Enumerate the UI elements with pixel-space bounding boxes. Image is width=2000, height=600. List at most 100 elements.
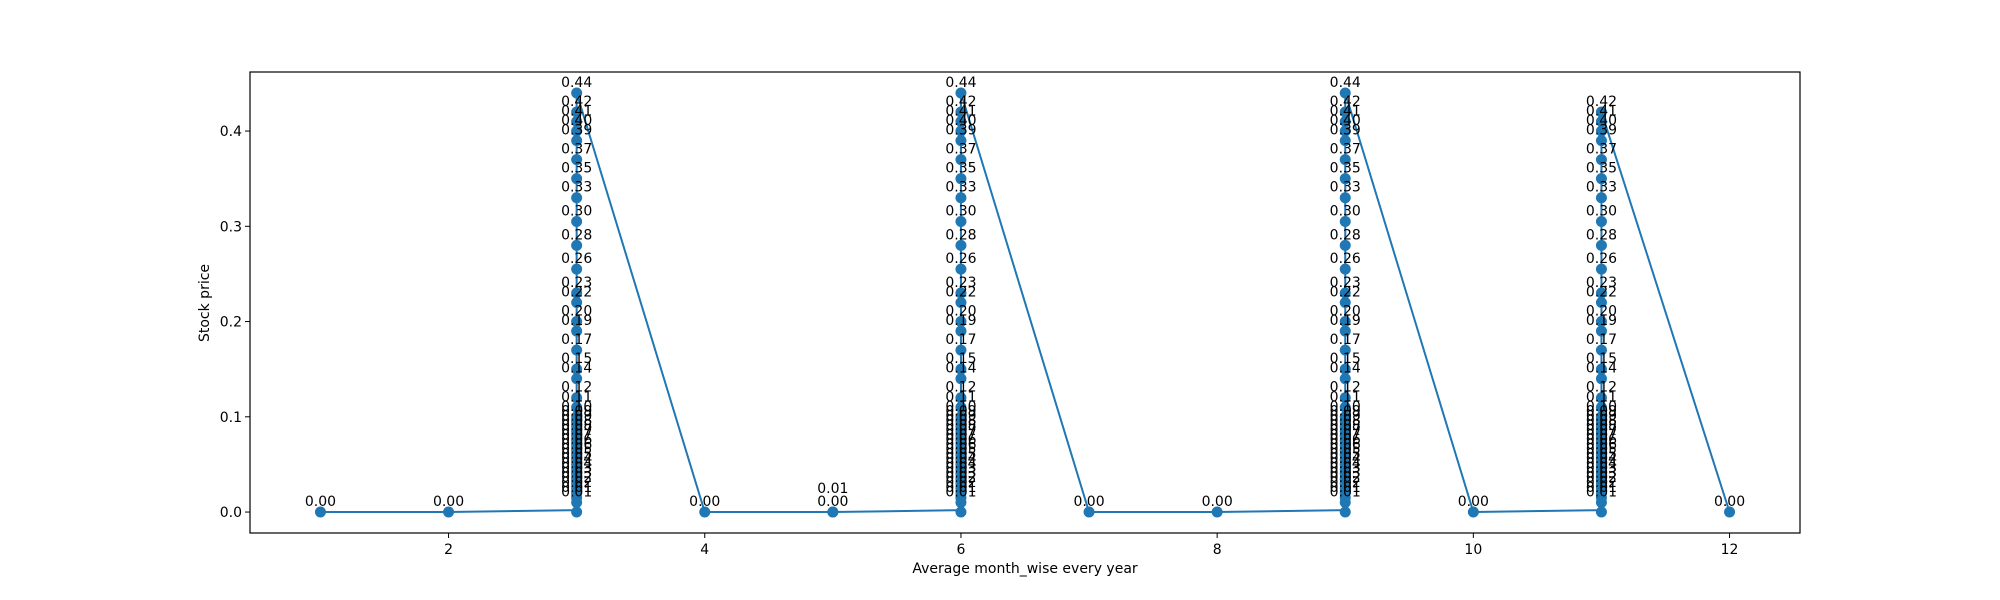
data-label: 0.02 xyxy=(1330,475,1361,491)
data-label: 0.11 xyxy=(1586,389,1617,405)
data-point xyxy=(955,263,967,275)
data-label: 0.11 xyxy=(1330,389,1361,405)
data-label: 0.39 xyxy=(1586,123,1617,139)
data-label: 0.02 xyxy=(945,470,976,486)
data-label: 0.30 xyxy=(561,204,592,220)
data-label: 0.17 xyxy=(1586,332,1617,348)
data-point xyxy=(571,411,583,423)
data-point xyxy=(571,154,583,166)
data-label: 0.42 xyxy=(561,94,592,110)
data-label: 0.19 xyxy=(1330,313,1361,329)
data-label: 0.03 xyxy=(1586,461,1617,477)
data-label: 0.03 xyxy=(561,465,592,481)
data-label: 0.08 xyxy=(945,413,976,429)
data-label: 0.10 xyxy=(1330,399,1361,415)
data-point xyxy=(1595,116,1607,128)
data-label: 0.05 xyxy=(1330,446,1361,462)
data-label: 0.40 xyxy=(945,113,976,129)
data-point xyxy=(1595,297,1607,308)
data-label: 0.37 xyxy=(1586,142,1617,158)
data-point xyxy=(1595,154,1607,166)
x-tick-label: 6 xyxy=(956,542,965,558)
data-label: 0.05 xyxy=(945,446,976,462)
data-label: 0.05 xyxy=(561,442,592,458)
data-label: 0.01 xyxy=(1330,480,1361,496)
data-point xyxy=(955,316,967,328)
data-label: 0.04 xyxy=(1586,456,1617,472)
data-label: 0.00 xyxy=(433,494,464,510)
data-label: 0.02 xyxy=(1330,470,1361,486)
data-label: 0.20 xyxy=(1586,304,1617,320)
data-label: 0.22 xyxy=(1586,285,1617,301)
data-point xyxy=(1595,363,1607,375)
data-point xyxy=(1339,392,1351,404)
y-tick-label: 0.4 xyxy=(220,124,242,140)
data-point xyxy=(571,373,583,385)
data-label: 0.44 xyxy=(945,75,976,91)
data-point xyxy=(1724,506,1736,518)
data-label: 0.10 xyxy=(561,399,592,415)
data-point xyxy=(571,106,583,118)
y-tick-label: 0.1 xyxy=(220,410,242,426)
data-label: 0.04 xyxy=(1330,456,1361,472)
data-label: 0.15 xyxy=(1330,351,1361,367)
data-label: 0.37 xyxy=(1330,142,1361,158)
data-label: 0.07 xyxy=(561,427,592,443)
data-point xyxy=(571,316,583,328)
data-point xyxy=(1595,287,1607,299)
data-label: 0.26 xyxy=(1330,251,1361,267)
data-point xyxy=(571,287,583,299)
data-label: 0.30 xyxy=(945,204,976,220)
data-label: 0.23 xyxy=(561,275,592,291)
data-label: 0.01 xyxy=(945,480,976,496)
data-label: 0.02 xyxy=(1586,475,1617,491)
data-label: 0.01 xyxy=(561,485,592,501)
data-point xyxy=(955,192,967,204)
data-point xyxy=(1595,192,1607,204)
data-label: 0.44 xyxy=(561,75,592,91)
data-label: 0.35 xyxy=(1586,161,1617,177)
data-label: 0.44 xyxy=(1330,75,1361,91)
data-point xyxy=(1595,106,1607,118)
data-label: 0.22 xyxy=(945,285,976,301)
data-label: 0.17 xyxy=(1330,332,1361,348)
data-label: 0.02 xyxy=(1586,470,1617,486)
data-label: 0.10 xyxy=(1586,399,1617,415)
data-point xyxy=(571,116,583,128)
data-label: 0.41 xyxy=(561,104,592,120)
data-label: 0.33 xyxy=(1586,180,1617,196)
data-point xyxy=(955,411,967,423)
data-point xyxy=(1211,506,1223,518)
data-label: 0.05 xyxy=(945,442,976,458)
data-point xyxy=(955,173,967,185)
data-label: 0.09 xyxy=(561,408,592,424)
data-label: 0.15 xyxy=(1586,351,1617,367)
data-label: 0.04 xyxy=(1330,451,1361,467)
data-label: 0.04 xyxy=(945,456,976,472)
data-label: 0.05 xyxy=(1586,446,1617,462)
data-point xyxy=(1595,216,1607,228)
data-label: 0.01 xyxy=(561,480,592,496)
data-label: 0.10 xyxy=(945,399,976,415)
data-point xyxy=(955,135,967,147)
data-point xyxy=(955,392,967,404)
data-label: 0.06 xyxy=(1586,437,1617,453)
data-label: 0.22 xyxy=(1330,285,1361,301)
data-label: 0.42 xyxy=(945,94,976,110)
x-tick-label: 4 xyxy=(700,542,709,558)
data-point xyxy=(1595,373,1607,385)
data-label: 0.06 xyxy=(1330,437,1361,453)
data-label: 0.09 xyxy=(945,408,976,424)
y-tick-label: 0.2 xyxy=(220,315,242,331)
data-labels-layer: 0.010.010.020.020.030.030.040.040.050.05… xyxy=(305,75,1745,510)
data-label: 0.03 xyxy=(1330,465,1361,481)
data-point xyxy=(955,363,967,375)
x-tick-label: 10 xyxy=(1464,542,1482,558)
data-label: 0.20 xyxy=(945,304,976,320)
data-label: 0.00 xyxy=(1458,494,1489,510)
data-point xyxy=(1595,392,1607,404)
data-point xyxy=(1339,87,1351,99)
data-label: 0.28 xyxy=(945,227,976,243)
data-label: 0.02 xyxy=(561,470,592,486)
data-point xyxy=(571,239,583,251)
